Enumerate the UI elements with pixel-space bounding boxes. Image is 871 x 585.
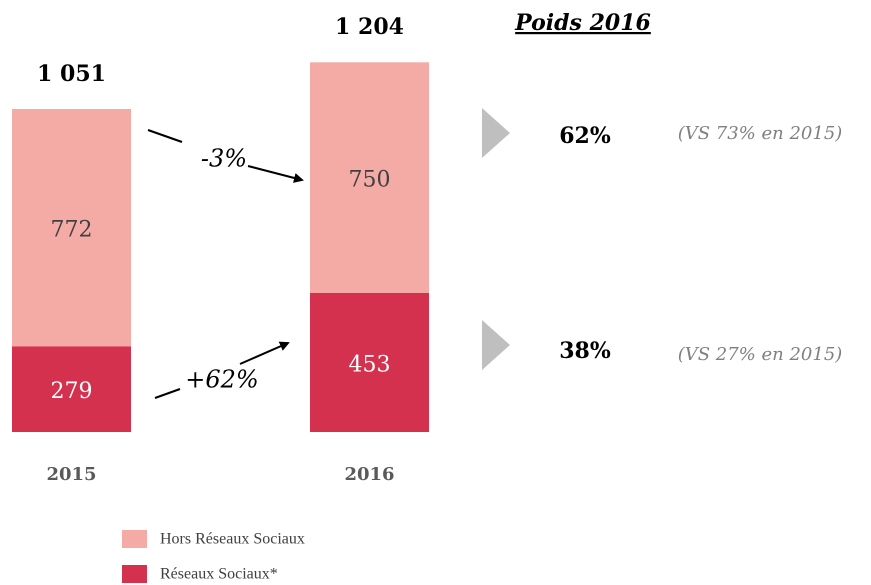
change-label: +62% <box>185 366 258 394</box>
weight-note: (VS 73% en 2015) <box>678 123 843 144</box>
arrow-line <box>154 388 181 399</box>
segment-label: 453 <box>349 352 391 377</box>
x-tick-label: 2016 <box>344 464 394 485</box>
arrow <box>247 165 304 183</box>
bar-segment <box>310 292 429 432</box>
arrow <box>239 341 290 365</box>
legend-swatch <box>122 530 147 548</box>
change-label: -3% <box>201 145 247 173</box>
legend-label: Réseaux Sociaux* <box>160 566 278 583</box>
segment-label: 279 <box>51 379 93 404</box>
legend-swatch <box>122 565 147 583</box>
weights-title: Poids 2016 <box>514 10 651 36</box>
total-label: 1 204 <box>335 14 404 40</box>
bar-segment <box>12 109 131 347</box>
segment-label: 772 <box>51 218 93 243</box>
weight-note: (VS 27% en 2015) <box>678 344 843 365</box>
weight-value: 62% <box>559 123 611 149</box>
bar-segment <box>310 62 429 293</box>
pointer <box>482 108 510 158</box>
bar-segment <box>12 346 131 432</box>
weight-value: 38% <box>559 338 611 364</box>
segment-label: 750 <box>349 168 391 193</box>
arrow-line <box>147 129 183 143</box>
x-tick-label: 2015 <box>46 464 96 485</box>
pointer <box>482 320 510 370</box>
total-label: 1 051 <box>37 61 106 87</box>
legend-label: Hors Réseaux Sociaux <box>160 531 305 548</box>
